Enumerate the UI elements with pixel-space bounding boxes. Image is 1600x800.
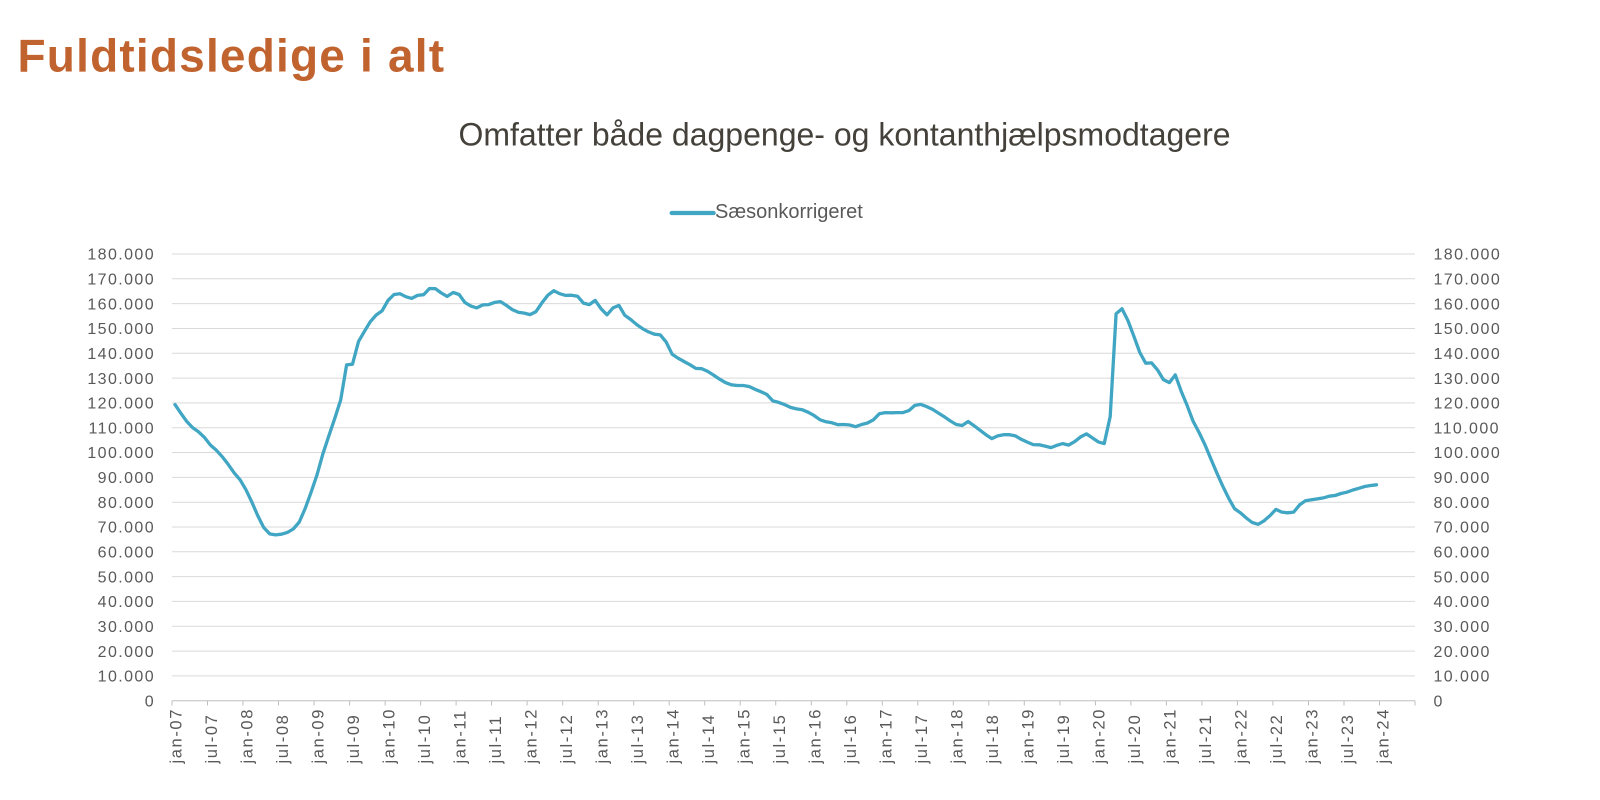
svg-text:70.000: 70.000: [98, 520, 155, 537]
svg-text:jan-16: jan-16: [807, 708, 825, 764]
svg-text:jul-18: jul-18: [984, 714, 1002, 765]
svg-text:120.000: 120.000: [87, 396, 155, 413]
svg-text:jul-16: jul-16: [842, 714, 860, 765]
svg-text:jul-09: jul-09: [345, 714, 363, 765]
svg-text:jan-23: jan-23: [1304, 708, 1322, 764]
svg-text:80.000: 80.000: [98, 495, 155, 512]
svg-text:jul-17: jul-17: [913, 714, 931, 765]
svg-text:jul-21: jul-21: [1197, 714, 1215, 765]
svg-text:150.000: 150.000: [87, 321, 155, 338]
svg-text:jul-22: jul-22: [1268, 714, 1286, 765]
svg-text:60.000: 60.000: [98, 545, 155, 562]
svg-text:60.000: 60.000: [1434, 545, 1491, 562]
svg-text:jan-17: jan-17: [878, 708, 896, 764]
svg-text:jan-21: jan-21: [1162, 708, 1180, 764]
svg-text:jan-12: jan-12: [522, 708, 540, 764]
svg-text:jul-08: jul-08: [274, 714, 292, 765]
svg-text:90.000: 90.000: [1434, 470, 1491, 487]
svg-text:jul-19: jul-19: [1055, 714, 1073, 765]
svg-text:70.000: 70.000: [1434, 520, 1491, 537]
svg-text:140.000: 140.000: [87, 346, 155, 363]
svg-text:jul-23: jul-23: [1339, 714, 1357, 765]
svg-text:10.000: 10.000: [1434, 669, 1491, 686]
svg-text:jan-11: jan-11: [451, 709, 469, 764]
svg-text:140.000: 140.000: [1434, 346, 1502, 363]
svg-text:40.000: 40.000: [1434, 594, 1491, 611]
svg-text:0: 0: [145, 693, 155, 710]
svg-text:150.000: 150.000: [1434, 321, 1502, 338]
svg-text:20.000: 20.000: [98, 644, 155, 661]
svg-text:100.000: 100.000: [87, 445, 155, 462]
svg-text:jul-15: jul-15: [771, 714, 789, 765]
svg-text:120.000: 120.000: [1434, 396, 1502, 413]
svg-text:110.000: 110.000: [1434, 420, 1500, 437]
svg-text:jan-20: jan-20: [1091, 708, 1109, 764]
svg-text:jan-14: jan-14: [665, 708, 683, 764]
svg-text:jan-07: jan-07: [167, 708, 185, 764]
svg-text:jan-19: jan-19: [1020, 708, 1038, 764]
svg-text:jul-20: jul-20: [1126, 714, 1144, 765]
svg-text:Omfatter både dagpenge- og kon: Omfatter både dagpenge- og kontanthjælps…: [458, 116, 1230, 152]
svg-text:Fuldtidsledige i alt: Fuldtidsledige i alt: [18, 30, 446, 82]
svg-text:jul-11: jul-11: [487, 715, 505, 765]
svg-text:100.000: 100.000: [1434, 445, 1502, 462]
svg-text:jan-13: jan-13: [593, 708, 611, 764]
svg-text:jul-07: jul-07: [203, 714, 221, 765]
svg-text:jul-13: jul-13: [629, 714, 647, 765]
svg-text:160.000: 160.000: [87, 296, 155, 313]
svg-text:80.000: 80.000: [1434, 495, 1491, 512]
svg-text:jul-14: jul-14: [700, 714, 718, 765]
svg-text:50.000: 50.000: [98, 569, 155, 586]
svg-text:50.000: 50.000: [1434, 569, 1491, 586]
svg-text:Sæsonkorrigeret: Sæsonkorrigeret: [715, 201, 863, 223]
svg-text:180.000: 180.000: [87, 247, 155, 264]
svg-text:jul-10: jul-10: [416, 714, 434, 765]
svg-text:jul-12: jul-12: [558, 714, 576, 765]
svg-text:jan-09: jan-09: [309, 708, 327, 764]
svg-text:180.000: 180.000: [1434, 247, 1502, 264]
svg-text:jan-18: jan-18: [949, 708, 967, 764]
svg-text:90.000: 90.000: [98, 470, 155, 487]
svg-text:jan-24: jan-24: [1375, 708, 1393, 764]
svg-text:170.000: 170.000: [87, 272, 155, 289]
svg-text:130.000: 130.000: [87, 371, 155, 388]
svg-text:160.000: 160.000: [1434, 296, 1502, 313]
svg-text:130.000: 130.000: [1434, 371, 1502, 388]
svg-text:30.000: 30.000: [98, 619, 155, 636]
svg-text:jan-15: jan-15: [736, 708, 754, 764]
svg-text:40.000: 40.000: [98, 594, 155, 611]
svg-text:jan-10: jan-10: [380, 708, 398, 764]
svg-text:jan-08: jan-08: [238, 708, 256, 764]
svg-text:jan-22: jan-22: [1233, 708, 1251, 764]
svg-text:30.000: 30.000: [1434, 619, 1491, 636]
svg-text:110.000: 110.000: [89, 420, 155, 437]
svg-text:170.000: 170.000: [1434, 272, 1502, 289]
svg-text:0: 0: [1434, 693, 1444, 710]
svg-text:20.000: 20.000: [1434, 644, 1491, 661]
svg-text:10.000: 10.000: [98, 669, 155, 686]
